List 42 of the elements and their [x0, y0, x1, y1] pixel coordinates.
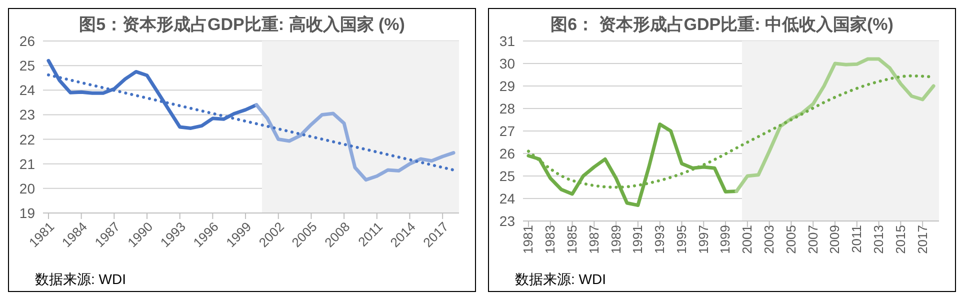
y-tick-label: 23: [19, 106, 36, 123]
x-tick-label: 1981: [520, 225, 536, 254]
x-tick-label: 2001: [740, 225, 755, 254]
y-tick-label: 21: [19, 156, 36, 172]
x-tick-label: 1997: [696, 225, 711, 254]
x-tick-label: 1991: [630, 225, 646, 254]
y-tick-label: 27: [499, 122, 516, 139]
source-note: 数据来源: WDI: [35, 271, 126, 289]
y-tick-label: 24: [499, 190, 516, 206]
x-tick-label: 1993: [652, 225, 668, 254]
x-tick-label: 1995: [674, 225, 689, 254]
x-tick-label: 1989: [608, 225, 624, 254]
y-tick-label: 28: [499, 100, 516, 116]
source-note: 数据来源: WDI: [515, 271, 606, 289]
y-tick-label: 30: [499, 55, 516, 72]
x-tick-label: 2005: [783, 225, 798, 254]
line-series: [254, 103, 456, 182]
y-tick-label: 26: [499, 145, 516, 162]
x-tick-label: 1985: [564, 225, 580, 254]
y-tick-label: 26: [19, 32, 36, 49]
y-tick-label: 29: [499, 78, 516, 94]
chart-title: 图6： 资本形成占GDP比重: 中低收入国家(%): [550, 15, 894, 34]
y-tick-label: 22: [19, 131, 36, 148]
x-tick-label: 2011: [849, 225, 864, 253]
x-tick-label: 2017: [914, 225, 930, 254]
x-tick-label: 1983: [542, 225, 558, 254]
x-tick-label: 2015: [892, 225, 908, 254]
chart-title: 图5：资本形成占GDP比重: 高收入国家 (%): [79, 15, 405, 34]
y-tick-label: 19: [19, 204, 36, 221]
x-tick-label: 2013: [871, 225, 886, 254]
x-tick-label: 2009: [827, 225, 842, 254]
x-tick-label: 2003: [762, 225, 777, 254]
y-tick-label: 20: [19, 180, 36, 196]
x-tick-label: 1987: [586, 225, 602, 254]
y-tick-label: 25: [499, 168, 516, 184]
x-tick-label: 2007: [805, 225, 820, 254]
y-tick-label: 31: [499, 32, 516, 49]
y-tick-label: 23: [499, 212, 516, 229]
line-series: [734, 57, 936, 194]
x-tick-label: 1999: [718, 225, 733, 254]
y-tick-label: 24: [19, 82, 36, 98]
y-tick-label: 25: [19, 58, 36, 74]
